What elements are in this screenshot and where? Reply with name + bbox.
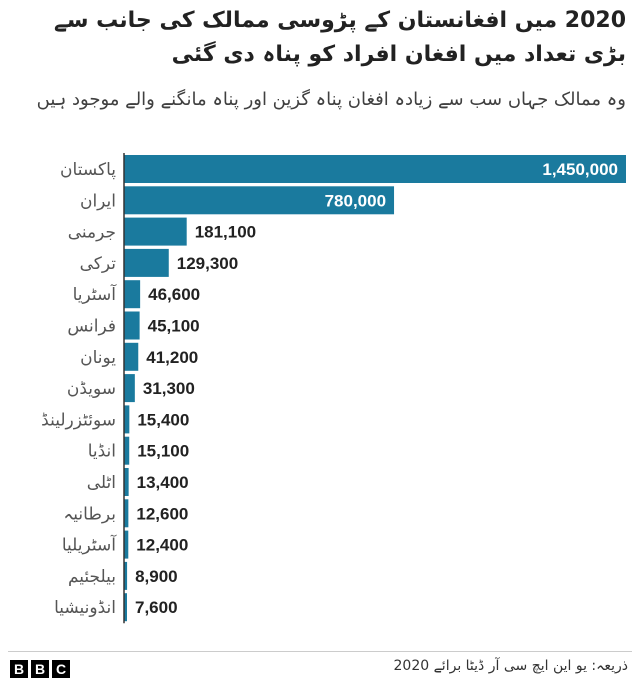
- bar-6: [124, 342, 139, 371]
- chart-subtitle: وہ ممالک جہاں سب سے زیادہ افغان پناہ گزی…: [36, 89, 626, 110]
- category-label: سویڈن: [67, 379, 116, 399]
- category-label: پاکستان: [60, 160, 116, 180]
- bar-12: [124, 530, 129, 559]
- bars-group: [124, 155, 626, 622]
- bar-11: [124, 499, 129, 528]
- category-label: آسٹریلیا: [62, 534, 117, 556]
- bar-13: [124, 561, 128, 590]
- value-labels-group: 1,450,000 780,000 181,100 129,300 46,600 45,1…: [135, 160, 618, 617]
- value-label: 129,300: [177, 254, 238, 273]
- value-label: 7,600: [135, 598, 178, 617]
- value-label: 13,400: [137, 473, 189, 492]
- bar-3: [124, 248, 169, 277]
- bar-9: [124, 436, 130, 465]
- bbc-logo-letter: B: [31, 660, 49, 678]
- bar-1: [124, 186, 395, 215]
- category-label: سوئٹزرلینڈ: [41, 410, 116, 430]
- chart-title: 2020 میں افغانستان کے پڑوسی ممالک کی جان…: [53, 8, 626, 67]
- value-label: 780,000: [325, 191, 386, 210]
- bbc-logo-letter: B: [10, 660, 28, 678]
- value-label: 15,400: [137, 410, 189, 429]
- bbc-logo-letter: C: [52, 660, 70, 678]
- value-label: 46,600: [148, 285, 200, 304]
- category-label: ترکی: [80, 254, 117, 274]
- value-label: 12,400: [136, 536, 188, 555]
- bar-chart: پاکستان ایران جرمنی ترکی آسٹریا فرانس یونان سوی…: [41, 153, 626, 624]
- value-label: 45,100: [148, 317, 200, 336]
- category-labels-group: پاکستان ایران جرمنی ترکی آسٹریا فرانس یونان سوی…: [41, 160, 117, 618]
- bar-2: [124, 217, 187, 246]
- category-label: بیلجئیم: [68, 567, 116, 587]
- value-label: 41,200: [146, 348, 198, 367]
- category-label: انڈیا: [88, 442, 116, 462]
- category-label: آسٹریا: [73, 283, 118, 305]
- category-label: جرمنی: [68, 223, 116, 243]
- bar-14: [124, 593, 127, 622]
- bar-8: [124, 405, 130, 434]
- category-label: یونان: [80, 348, 116, 368]
- footer-divider: [8, 651, 632, 652]
- bar-4: [124, 280, 141, 309]
- bar-0: [124, 155, 626, 183]
- value-label: 31,300: [143, 379, 195, 398]
- category-label: برطانیہ: [63, 504, 116, 524]
- value-label: 8,900: [135, 567, 178, 586]
- bbc-logo: B B C: [10, 660, 70, 678]
- bar-7: [124, 374, 135, 403]
- value-label: 12,600: [136, 504, 188, 523]
- bar-10: [124, 468, 129, 496]
- category-label: فرانس: [67, 317, 116, 337]
- value-label: 1,450,000: [542, 160, 618, 179]
- category-label: ایران: [80, 191, 116, 211]
- bar-5: [124, 311, 140, 340]
- source-note: ذریعہ: یو این ایچ سی آر ڈیٹا برائے 2020: [393, 658, 628, 674]
- category-label: انڈونیشیا: [54, 598, 116, 618]
- value-label: 181,100: [195, 223, 256, 242]
- value-label: 15,100: [137, 442, 189, 461]
- category-label: اٹلی: [87, 473, 116, 493]
